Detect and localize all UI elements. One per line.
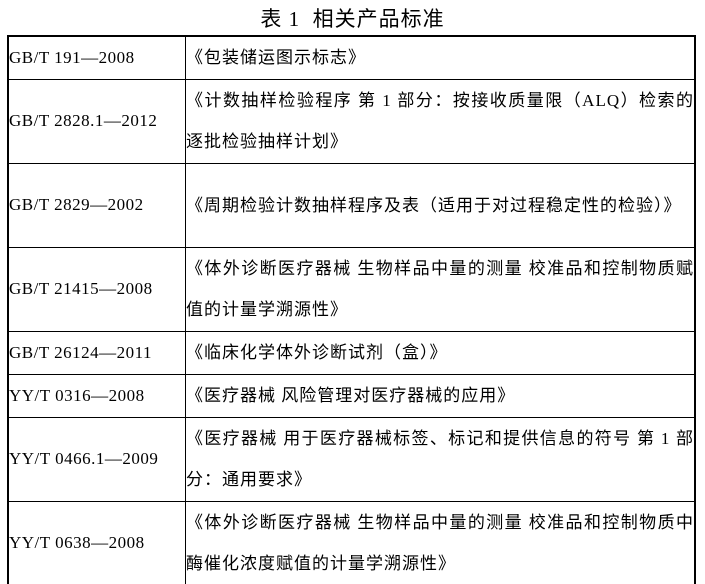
standard-code-cell: YY/T 0638—2008	[7, 500, 186, 584]
standard-name-cell: 《医疗器械 风险管理对医疗器械的应用》	[185, 373, 696, 418]
standard-name-cell: 《医疗器械 用于医疗器械标签、标记和提供信息的符号 第 1 部分：通用要求》	[185, 416, 696, 502]
standard-code-cell: GB/T 2828.1—2012	[7, 78, 186, 164]
standard-name-cell: 《体外诊断医疗器械 生物样品中量的测量 校准品和控制物质中酶催化浓度赋值的计量学…	[185, 500, 696, 584]
table-row: GB/T 2829—2002 《周期检验计数抽样程序及表（适用于对过程稳定性的检…	[7, 162, 696, 248]
table-row: GB/T 21415—2008 《体外诊断医疗器械 生物样品中量的测量 校准品和…	[7, 246, 696, 332]
table-row: GB/T 26124—2011 《临床化学体外诊断试剂（盒）》	[7, 330, 696, 375]
standard-name-cell: 《计数抽样检验程序 第 1 部分：按接收质量限（ALQ）检索的逐批检验抽样计划》	[185, 78, 696, 164]
table-row: YY/T 0638—2008 《体外诊断医疗器械 生物样品中量的测量 校准品和控…	[7, 500, 696, 584]
standard-code-cell: GB/T 2829—2002	[7, 162, 186, 248]
standard-code-cell: YY/T 0316—2008	[7, 373, 186, 418]
table-row: GB/T 191—2008 《包装储运图示标志》	[7, 35, 696, 80]
table-row: GB/T 2828.1—2012 《计数抽样检验程序 第 1 部分：按接收质量限…	[7, 78, 696, 164]
table-row: YY/T 0466.1—2009 《医疗器械 用于医疗器械标签、标记和提供信息的…	[7, 416, 696, 502]
standard-code-cell: YY/T 0466.1—2009	[7, 416, 186, 502]
standard-name-cell: 《包装储运图示标志》	[185, 35, 696, 80]
table-caption: 表 1 相关产品标准	[260, 7, 445, 31]
standard-code-cell: GB/T 21415—2008	[7, 246, 186, 332]
standard-code-cell: GB/T 191—2008	[7, 35, 186, 80]
standard-code-cell: GB/T 26124—2011	[7, 330, 186, 375]
standards-table: GB/T 191—2008 《包装储运图示标志》 GB/T 2828.1—201…	[7, 35, 696, 584]
table-row: YY/T 0316—2008 《医疗器械 风险管理对医疗器械的应用》	[7, 373, 696, 418]
standard-name-cell: 《周期检验计数抽样程序及表（适用于对过程稳定性的检验）》	[185, 162, 696, 248]
standard-name-cell: 《临床化学体外诊断试剂（盒）》	[185, 330, 696, 375]
standard-name-cell: 《体外诊断医疗器械 生物样品中量的测量 校准品和控制物质赋值的计量学溯源性》	[185, 246, 696, 332]
